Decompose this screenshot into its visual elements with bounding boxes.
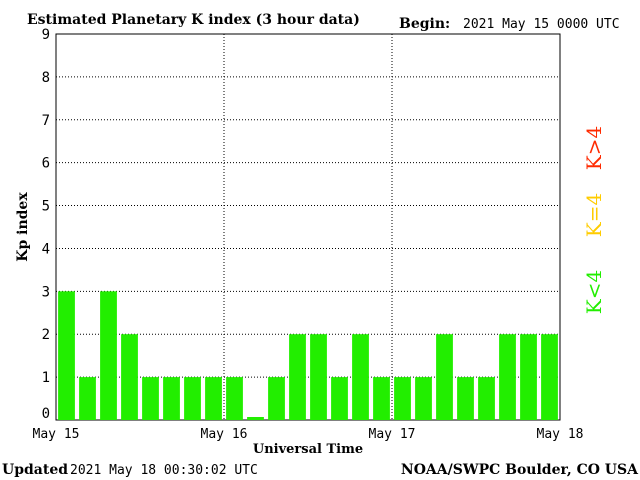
- y-axis-label: Kp index: [15, 192, 31, 262]
- kp-bar: [205, 377, 222, 420]
- chart-title: Estimated Planetary K index (3 hour data…: [27, 12, 360, 28]
- y-tick-label: 9: [42, 27, 50, 43]
- plot-area: [55, 33, 561, 421]
- kp-bar: [163, 377, 180, 420]
- kp-bar: [142, 377, 159, 420]
- begin-value: 2021 May 15 0000 UTC: [463, 17, 620, 32]
- kp-bar: [415, 377, 432, 420]
- kp-bar: [373, 377, 390, 420]
- x-tick-label: May 17: [369, 427, 416, 442]
- credit-text: NOAA/SWPC Boulder, CO USA: [401, 462, 639, 478]
- kp-bar: [268, 377, 285, 420]
- kp-bar: [184, 377, 201, 420]
- kp-bar: [247, 416, 264, 420]
- kp-bar: [499, 334, 516, 420]
- kp-bar: [79, 377, 96, 420]
- updated-label: Updated: [2, 462, 68, 478]
- x-tick-label: May 15: [33, 427, 80, 442]
- legend-mid: K=4: [582, 193, 606, 237]
- y-tick-label: 4: [42, 241, 50, 257]
- kp-bar: [352, 334, 369, 420]
- y-tick-labels: 0 1 2 3 4 5 6 7 8 9: [42, 27, 50, 422]
- kp-bar: [226, 377, 243, 420]
- kp-bar: [394, 377, 411, 420]
- y-tick-label: 8: [42, 70, 50, 86]
- legend-low: K<4: [582, 270, 606, 314]
- updated-value: 2021 May 18 00:30:02 UTC: [70, 463, 258, 478]
- y-tick-label: 2: [42, 327, 50, 343]
- x-axis-label: Universal Time: [253, 442, 363, 457]
- x-tick-label: May 16: [201, 427, 248, 442]
- kp-bar: [100, 291, 117, 420]
- kp-bar: [541, 334, 558, 420]
- grid-lines: [56, 33, 560, 420]
- kp-bar: [331, 377, 348, 420]
- kp-bar: [289, 334, 306, 420]
- x-tick-label: May 18: [537, 427, 584, 442]
- kp-bar: [436, 334, 453, 420]
- legend-high: K>4: [582, 126, 606, 170]
- y-tick-label: 3: [42, 284, 50, 300]
- kp-bar: [310, 334, 327, 420]
- kp-bar: [478, 377, 495, 420]
- begin-label: Begin:: [399, 16, 450, 32]
- y-tick-label: 6: [42, 156, 50, 172]
- y-tick-label: 1: [42, 370, 50, 386]
- kp-bar: [121, 334, 138, 420]
- y-tick-label: 0: [42, 406, 50, 422]
- kp-bar: [58, 291, 75, 420]
- kp-bar: [520, 334, 537, 420]
- x-tick-labels: May 15 May 16 May 17 May 18: [33, 427, 584, 442]
- y-tick-label: 5: [42, 199, 50, 215]
- bar-series: [58, 291, 558, 420]
- y-tick-label: 7: [42, 113, 50, 129]
- kp-bar: [457, 377, 474, 420]
